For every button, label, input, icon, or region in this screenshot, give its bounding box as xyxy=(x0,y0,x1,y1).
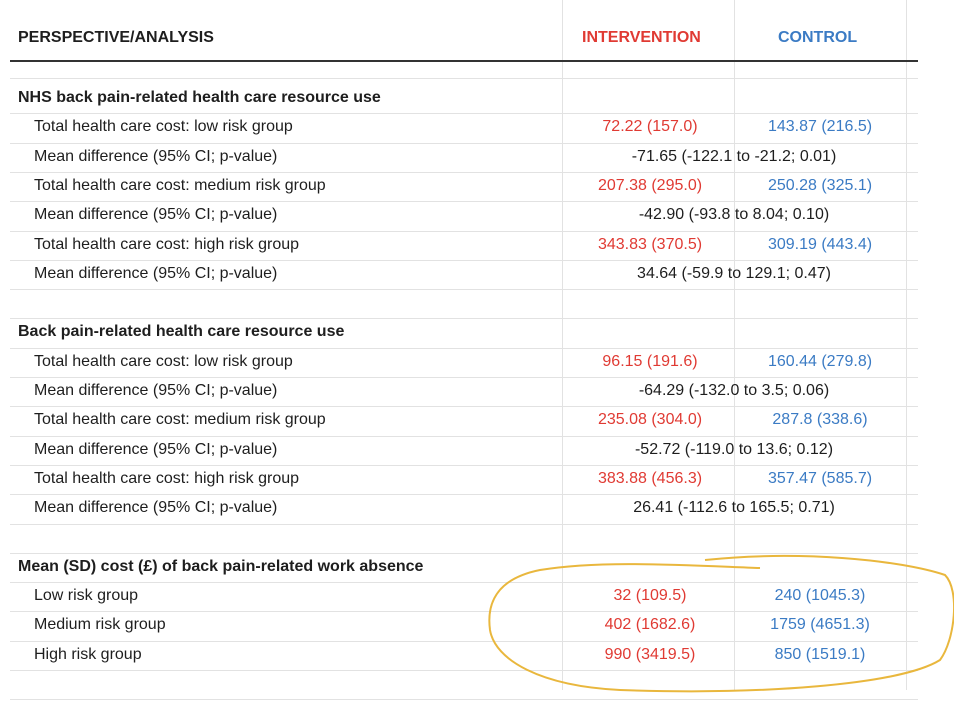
row-label: Total health care cost: medium risk grou… xyxy=(34,411,326,429)
intervention-value: 402 (1682.6) xyxy=(604,616,696,634)
mean-difference: -64.29 (-132.0 to 3.5; 0.06) xyxy=(638,382,830,399)
row-label: Mean difference (95% CI; p-value) xyxy=(34,382,278,399)
row-line xyxy=(10,523,918,525)
mean-difference: 34.64 (-59.9 to 129.1; 0.47) xyxy=(637,264,831,282)
column-divider xyxy=(562,0,563,690)
intervention-value: 383.88 (456.3) xyxy=(597,469,703,487)
control-value: 850 (1519.1) xyxy=(774,645,866,663)
row-line xyxy=(10,699,918,701)
section-title: NHS back pain-related health care resour… xyxy=(18,89,381,106)
row-line xyxy=(10,611,918,613)
row-label: Mean difference (95% CI; p-value) xyxy=(34,147,278,165)
row-line xyxy=(10,582,918,584)
row-label: Mean difference (95% CI; p-value) xyxy=(34,206,278,224)
intervention-value: 343.83 (370.5) xyxy=(597,235,703,253)
row-line xyxy=(10,318,918,320)
header-intervention: INTERVENTION xyxy=(582,29,701,46)
mean-difference: -52.72 (-119.0 to 13.6; 0.12) xyxy=(634,440,834,458)
mean-difference: -71.65 (-122.1 to -21.2; 0.01) xyxy=(631,147,837,165)
control-value: 287.8 (338.6) xyxy=(772,411,868,429)
hand-drawn-circle xyxy=(488,555,954,693)
row-label: Mean difference (95% CI; p-value) xyxy=(34,440,278,458)
column-divider xyxy=(906,0,907,690)
intervention-value: 990 (3419.5) xyxy=(604,645,696,663)
header-underline xyxy=(10,60,918,62)
row-line xyxy=(10,435,918,437)
column-divider xyxy=(734,0,735,690)
row-line xyxy=(10,464,918,466)
row-label: Low risk group xyxy=(34,587,139,605)
row-line xyxy=(10,230,918,232)
row-line xyxy=(10,201,918,203)
row-label: Total health care cost: low risk group xyxy=(34,118,293,136)
row-label: Mean difference (95% CI; p-value) xyxy=(34,264,278,282)
row-label: Total health care cost: low risk group xyxy=(34,352,293,370)
row-line xyxy=(10,640,918,642)
intervention-value: 32 (109.5) xyxy=(613,587,687,605)
row-label: Medium risk group xyxy=(34,616,166,634)
row-label: Mean difference (95% CI; p-value) xyxy=(34,499,278,517)
control-value: 240 (1045.3) xyxy=(774,587,866,605)
row-label: Total health care cost: medium risk grou… xyxy=(34,176,326,194)
row-line xyxy=(10,670,918,671)
row-line xyxy=(10,171,918,173)
section-title: Mean (SD) cost (£) of back pain-related … xyxy=(18,557,424,575)
row-line xyxy=(10,494,918,496)
control-value: 309.19 (443.4) xyxy=(767,235,873,253)
intervention-value: 235.08 (304.0) xyxy=(597,411,703,429)
row-line xyxy=(10,142,918,144)
intervention-value: 72.22 (157.0) xyxy=(602,118,698,136)
row-line xyxy=(10,552,918,554)
row-label: Total health care cost: high risk group xyxy=(34,235,300,253)
row-label: High risk group xyxy=(34,645,142,663)
section-title: Back pain-related health care resource u… xyxy=(18,323,345,341)
control-value: 357.47 (585.7) xyxy=(767,469,873,487)
intervention-value: 96.15 (191.6) xyxy=(602,352,698,370)
mean-difference: -42.90 (-93.8 to 8.04; 0.10) xyxy=(638,206,830,224)
intervention-value: 207.38 (295.0) xyxy=(597,176,703,194)
row-line xyxy=(10,406,918,408)
row-line xyxy=(10,113,918,115)
row-line xyxy=(10,259,918,261)
control-value: 250.28 (325.1) xyxy=(767,176,873,194)
control-value: 1759 (4651.3) xyxy=(770,616,870,634)
header-control: CONTROL xyxy=(778,29,858,46)
row-line xyxy=(10,78,918,79)
control-value: 143.87 (216.5) xyxy=(767,118,873,136)
header-label: PERSPECTIVE/ANALYSIS xyxy=(18,29,214,46)
row-line xyxy=(10,289,918,291)
mean-difference: 26.41 (-112.6 to 165.5; 0.71) xyxy=(633,499,835,517)
control-value: 160.44 (279.8) xyxy=(767,352,873,370)
row-label: Total health care cost: high risk group xyxy=(34,469,300,487)
row-line xyxy=(10,347,918,349)
row-line xyxy=(10,377,918,378)
